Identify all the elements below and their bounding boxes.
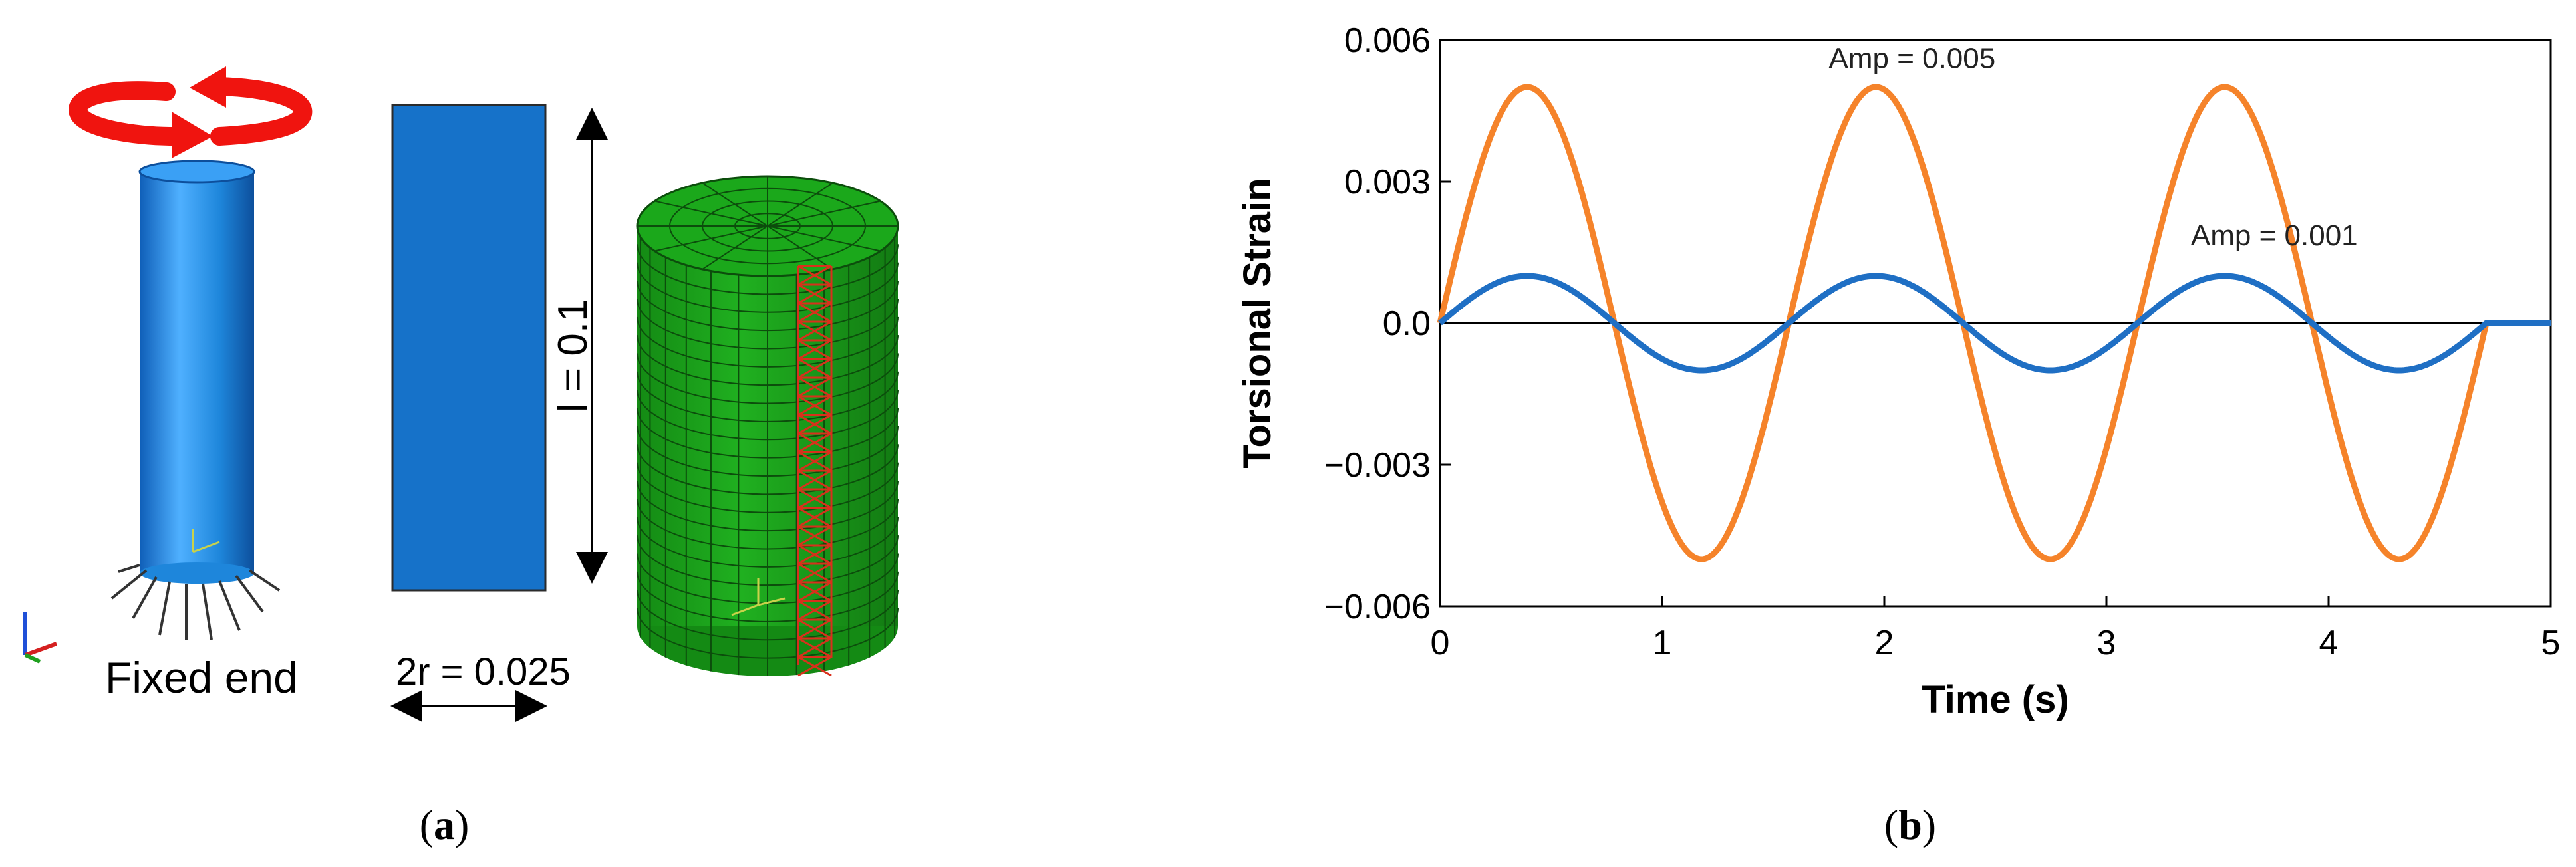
cylinder-model xyxy=(138,160,255,584)
y-tick-label: −0.003 xyxy=(1324,446,1431,485)
fixed-end-label: Fixed end xyxy=(105,653,298,702)
caption-b: (b) xyxy=(1884,801,1936,848)
meshed-cylinder-model xyxy=(636,175,899,677)
caption-a: (a) xyxy=(420,801,470,848)
length-label: l = 0.1 xyxy=(550,299,596,412)
series-line-2 xyxy=(1438,273,2551,374)
x-tick-label: 1 xyxy=(1653,624,1672,662)
x-axis-label: Time (s) xyxy=(1922,678,2069,721)
series-annotation-amp-0-005: Amp = 0.005 xyxy=(1829,43,1996,75)
x-tick-label: 3 xyxy=(2097,624,2116,662)
y-tick-label: 0.006 xyxy=(1344,21,1431,60)
x-tick-label: 2 xyxy=(1875,624,1894,662)
y-tick-label: 0.003 xyxy=(1344,163,1431,201)
reference-point-marker xyxy=(731,578,786,616)
panel-b-chart: 0 1 2 3 4 5 0.006 0.003 0.0 −0.003 −0.006 Amp = 0.… xyxy=(1236,21,2560,848)
chart-axes xyxy=(1439,39,2552,608)
chart-series xyxy=(1437,84,2551,562)
chart-labels: Amp = 0.005 Amp = 0.001 Time (s) Torsional … xyxy=(1236,43,2358,721)
rotation-arrow-icon xyxy=(69,66,313,158)
x-tick-label: 5 xyxy=(2541,624,2561,662)
y-tick-label: 0.0 xyxy=(1383,305,1431,343)
x-tick-label: 4 xyxy=(2319,624,2339,662)
diameter-label: 2r = 0.025 xyxy=(396,650,571,693)
panel-a: Fixed end l = 0.1 2r = 0.025 (a) xyxy=(23,66,899,848)
series-annotation-amp-0-001: Amp = 0.001 xyxy=(2191,219,2358,252)
rod-section-rectangle xyxy=(391,104,547,592)
y-axis-label: Torsional Strain xyxy=(1236,178,1279,468)
x-tick-label: 0 xyxy=(1431,624,1450,662)
axis-triad-icon xyxy=(23,612,58,664)
chart-ticks: 0 1 2 3 4 5 0.006 0.003 0.0 −0.003 −0.006 xyxy=(1324,21,2561,662)
y-tick-label: −0.006 xyxy=(1324,588,1431,626)
fixed-end-supports xyxy=(110,564,281,640)
